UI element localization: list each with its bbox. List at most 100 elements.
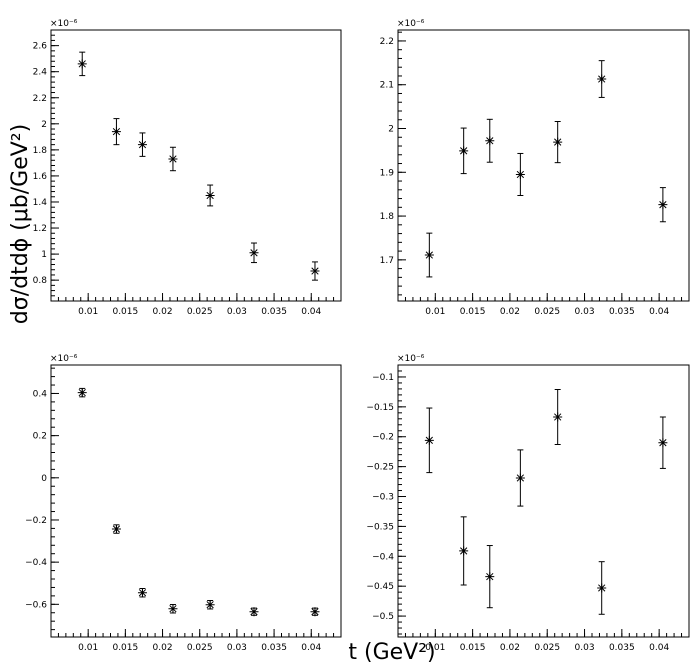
y-tick-label: 2 xyxy=(41,120,47,130)
point-marker xyxy=(424,435,434,445)
plot-panel-4: 0.01 0.015 0.02 0.025 0.03 0.035 0.04 −0.5 −0.45… xyxy=(366,354,690,653)
plot-frame xyxy=(397,364,690,638)
x-tick-label: 0.025 xyxy=(534,643,560,653)
data-point xyxy=(553,389,563,446)
data-point xyxy=(249,607,259,617)
point-marker xyxy=(168,604,178,614)
data-point xyxy=(424,232,434,278)
x-tick-label: 0.025 xyxy=(187,643,213,653)
x-tick-label: 0.025 xyxy=(187,307,213,317)
point-marker xyxy=(310,607,320,617)
point-marker xyxy=(168,154,178,164)
data-point xyxy=(77,387,87,398)
y-tick-label: −0.1 xyxy=(372,373,394,383)
y-tick-label: 1.4 xyxy=(33,198,48,208)
point-marker xyxy=(249,607,259,617)
data-point xyxy=(424,407,434,474)
y-tick-label: 2.6 xyxy=(33,42,48,52)
point-marker xyxy=(111,524,121,534)
point-marker xyxy=(77,59,87,69)
point-marker xyxy=(459,146,469,156)
x-tick-label: 0.015 xyxy=(460,307,486,317)
point-marker xyxy=(205,190,215,200)
data-point xyxy=(310,607,320,617)
x-tick-label: 0.015 xyxy=(460,643,486,653)
point-marker xyxy=(137,140,147,150)
data-point xyxy=(485,118,495,163)
y-tick-label: 1.2 xyxy=(33,224,47,234)
x-tick-label: 0.01 xyxy=(78,643,98,653)
x-tick-label: 0.03 xyxy=(227,307,247,317)
point-marker xyxy=(77,388,87,398)
y-tick-label: −0.2 xyxy=(25,516,47,526)
data-point xyxy=(658,416,668,469)
y-tick-label: 2.2 xyxy=(380,37,394,47)
y-tick-label: 1 xyxy=(41,250,47,260)
data-point xyxy=(553,121,563,164)
x-tick-label: 0.03 xyxy=(575,307,595,317)
y-tick-label: −0.25 xyxy=(366,463,394,473)
y-tick-label: −0.6 xyxy=(25,600,47,610)
point-marker xyxy=(111,127,121,137)
y-tick-label: 0.8 xyxy=(33,276,48,286)
x-tick-label: 0.04 xyxy=(649,643,669,653)
point-marker xyxy=(310,266,320,276)
data-point xyxy=(137,588,147,598)
y-tick-label: 1.8 xyxy=(33,146,48,156)
global-y-axis-label: dσ/dtdϕ (μb/GeV²) xyxy=(8,124,33,324)
x-tick-label: 0.025 xyxy=(534,307,560,317)
x-tick-label: 0.04 xyxy=(301,307,321,317)
y-tick-label: 2.2 xyxy=(33,94,47,104)
data-point xyxy=(111,524,121,534)
point-marker xyxy=(553,137,563,147)
y-tick-label: 1.6 xyxy=(33,172,48,182)
x-tick-label: 0.03 xyxy=(227,643,247,653)
y-tick-label: 1.9 xyxy=(380,168,395,178)
data-point xyxy=(249,242,259,264)
data-point xyxy=(77,51,87,77)
data-point xyxy=(168,604,178,614)
x-tick-label: 0.04 xyxy=(649,307,669,317)
plot-panel-1: 0.01 0.015 0.02 0.025 0.03 0.035 0.04 0.8 1 1.2 1.… xyxy=(33,19,342,317)
y-tick-label: −0.3 xyxy=(372,493,394,503)
data-point xyxy=(515,152,525,196)
chart-panels: 0.01 0.015 0.02 0.025 0.03 0.035 0.04 0.8 1 1.2 1.… xyxy=(25,19,690,653)
x-tick-label: 0.035 xyxy=(261,643,287,653)
y-tick-label: −0.15 xyxy=(366,403,394,413)
data-point xyxy=(137,132,147,157)
data-point xyxy=(205,600,215,610)
x-tick-label: 0.02 xyxy=(500,307,520,317)
x-tick-label: 0.02 xyxy=(500,643,520,653)
data-point xyxy=(597,561,607,615)
x-tick-label: 0.02 xyxy=(153,643,173,653)
y-tick-label: 0.4 xyxy=(33,389,48,399)
point-marker xyxy=(658,438,668,448)
axis-multiplier: ×10⁻⁶ xyxy=(397,19,425,29)
point-marker xyxy=(424,250,434,260)
point-marker xyxy=(485,572,495,582)
point-marker xyxy=(553,412,563,422)
y-tick-label: 2 xyxy=(388,125,394,135)
x-tick-label: 0.015 xyxy=(112,307,138,317)
x-tick-label: 0.01 xyxy=(78,307,98,317)
y-tick-label: 0 xyxy=(41,474,47,484)
plot-frame xyxy=(50,364,342,638)
y-tick-label: 2.4 xyxy=(33,68,48,78)
point-marker xyxy=(459,546,469,556)
point-marker xyxy=(249,248,259,258)
x-tick-label: 0.02 xyxy=(153,307,173,317)
y-tick-label: 1.7 xyxy=(380,256,394,266)
data-point xyxy=(485,545,495,609)
y-tick-label: 1.8 xyxy=(380,212,395,222)
y-tick-label: −0.5 xyxy=(372,612,394,622)
data-point xyxy=(459,516,469,586)
plot-panel-3: 0.01 0.015 0.02 0.025 0.03 0.035 0.04 −0.6 −0.4 −… xyxy=(25,354,342,653)
data-point xyxy=(111,118,121,146)
x-tick-label: 0.015 xyxy=(112,643,138,653)
axis-multiplier: ×10⁻⁶ xyxy=(397,354,425,364)
y-tick-label: −0.35 xyxy=(366,522,394,532)
axis-multiplier: ×10⁻⁶ xyxy=(50,354,78,364)
point-marker xyxy=(597,74,607,84)
data-point xyxy=(168,146,178,172)
